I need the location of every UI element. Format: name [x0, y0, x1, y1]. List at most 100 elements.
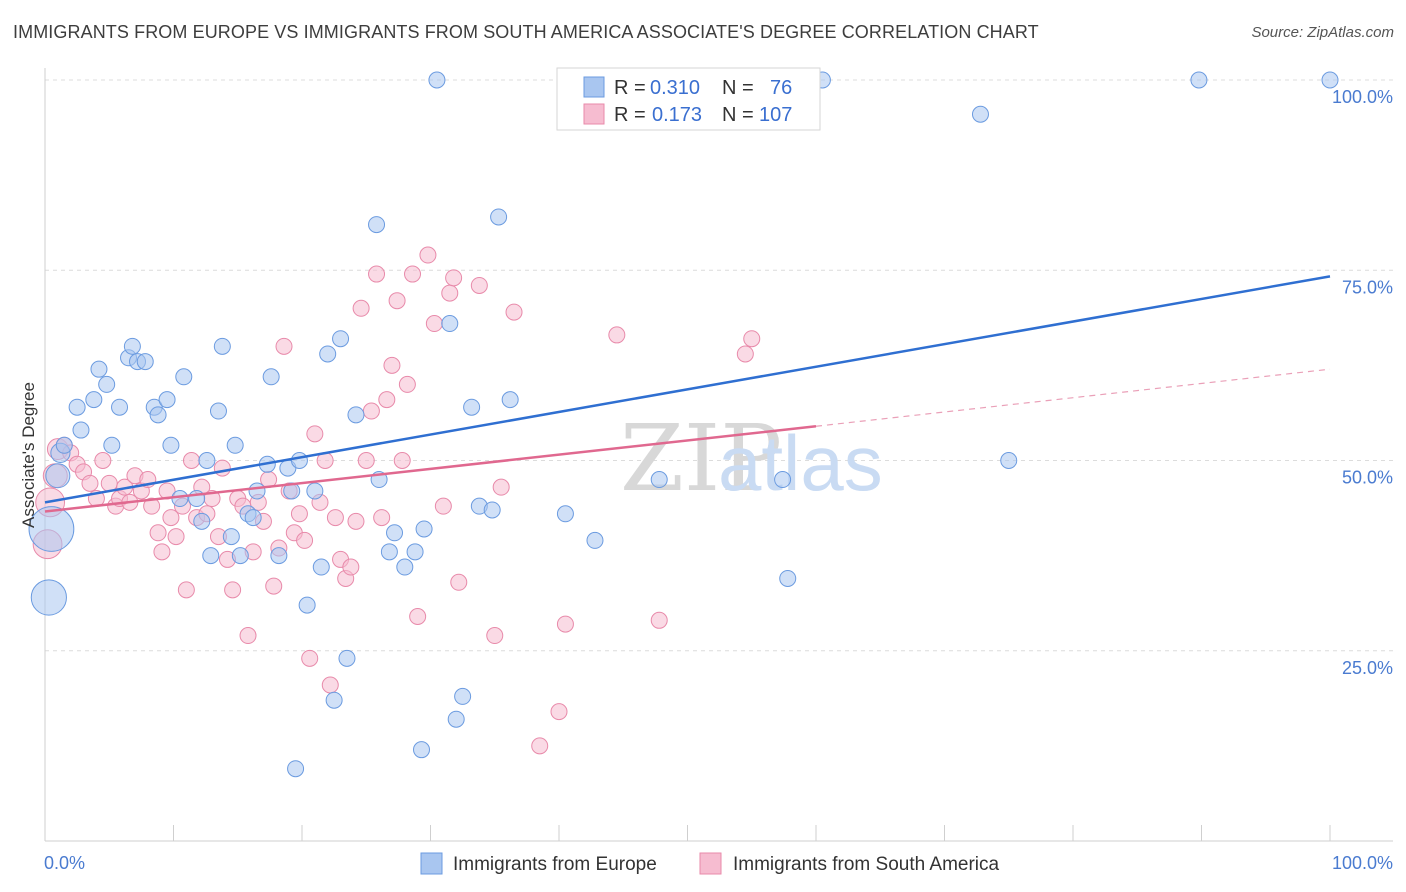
point-south-america	[177, 581, 195, 599]
point-europe	[319, 345, 337, 363]
point-south-america	[296, 531, 314, 549]
point-europe	[556, 505, 574, 523]
point-europe	[483, 501, 501, 519]
legend-n-value-south-america: 107	[759, 104, 792, 126]
point-europe	[347, 406, 365, 424]
point-south-america	[404, 265, 422, 283]
point-europe	[396, 558, 414, 576]
point-south-america	[445, 269, 463, 287]
point-europe	[1321, 71, 1339, 89]
point-europe	[368, 216, 386, 234]
series-south-america-points	[32, 246, 761, 755]
legend-n-label-europe: N =	[722, 77, 754, 99]
point-europe	[454, 687, 472, 705]
point-south-america	[492, 478, 510, 496]
point-south-america	[556, 615, 574, 633]
point-south-america	[326, 509, 344, 527]
grid-lines	[45, 79, 1393, 652]
point-south-america	[398, 375, 416, 393]
bottom-legend-swatch-south-america	[699, 852, 722, 875]
point-south-america	[162, 509, 180, 527]
point-europe	[779, 569, 797, 587]
point-south-america	[450, 573, 468, 591]
point-europe	[290, 452, 308, 469]
watermark-atlas: atlas	[718, 419, 883, 507]
point-south-america	[373, 509, 391, 527]
point-south-america	[352, 299, 370, 317]
legend-r-value-europe: 0.310	[650, 77, 700, 99]
trend-line-south-america-extension	[815, 368, 1331, 427]
legend-n-value-europe: 76	[770, 77, 792, 99]
point-south-america	[650, 611, 668, 629]
point-europe	[270, 547, 288, 565]
point-europe	[72, 421, 90, 439]
point-europe	[111, 398, 129, 416]
point-europe	[306, 482, 324, 500]
point-europe	[312, 558, 330, 576]
point-europe	[287, 760, 305, 778]
legend-swatch-europe	[583, 76, 605, 98]
point-europe	[447, 710, 465, 728]
x-tick-label: 0.0%	[44, 853, 85, 873]
point-europe	[175, 368, 193, 386]
point-europe	[30, 579, 67, 616]
point-europe	[490, 208, 508, 226]
point-south-america	[608, 326, 626, 344]
point-south-america	[239, 627, 257, 645]
point-europe	[298, 596, 316, 614]
point-south-america	[342, 558, 360, 576]
point-south-america	[441, 284, 459, 302]
x-tick-label: 100.0%	[1332, 853, 1393, 873]
point-south-america	[265, 577, 283, 595]
point-europe	[226, 436, 244, 454]
point-europe	[98, 375, 116, 393]
point-south-america	[143, 497, 161, 515]
point-europe	[380, 543, 398, 561]
bottom-legend-label-europe: Immigrants from Europe	[453, 854, 657, 875]
series-europe-points	[28, 71, 1339, 778]
point-europe	[55, 436, 73, 454]
point-europe	[248, 482, 266, 500]
point-europe	[1190, 71, 1208, 89]
y-tick-label: 75.0%	[1342, 277, 1393, 297]
point-europe	[202, 547, 220, 565]
point-europe	[193, 512, 211, 530]
point-europe	[45, 463, 71, 489]
point-europe	[244, 509, 262, 527]
bottom-legend: Immigrants from Europe Immigrants from S…	[420, 852, 1000, 875]
point-south-america	[736, 345, 754, 363]
point-south-america	[347, 512, 365, 530]
point-south-america	[531, 737, 549, 755]
point-europe	[501, 391, 519, 409]
point-europe	[441, 315, 459, 333]
point-europe	[332, 330, 350, 348]
point-south-america	[182, 452, 200, 469]
point-south-america	[94, 452, 112, 469]
point-europe	[413, 741, 431, 759]
point-europe	[386, 524, 404, 542]
point-europe	[231, 547, 249, 565]
point-south-america	[306, 425, 324, 443]
point-south-america	[81, 474, 99, 492]
bottom-legend-swatch-europe	[420, 852, 443, 875]
point-europe	[68, 398, 86, 416]
point-europe	[463, 398, 481, 416]
point-south-america	[357, 452, 375, 469]
y-axis-title: Associate's Degree	[19, 382, 38, 528]
point-south-america	[213, 459, 231, 477]
x-tick-labels: 0.0% 100.0%	[44, 853, 1393, 873]
chart-source: Source: ZipAtlas.com	[1251, 24, 1394, 41]
point-europe	[28, 506, 75, 552]
point-europe	[158, 391, 176, 409]
point-europe	[222, 528, 240, 546]
point-europe	[85, 391, 103, 409]
point-south-america	[383, 356, 401, 374]
point-europe	[213, 337, 231, 355]
point-europe	[198, 452, 216, 469]
point-europe	[209, 402, 227, 420]
point-europe	[406, 543, 424, 561]
point-europe	[428, 71, 446, 89]
point-south-america	[321, 676, 339, 694]
point-europe	[171, 490, 189, 508]
point-europe	[415, 520, 433, 538]
